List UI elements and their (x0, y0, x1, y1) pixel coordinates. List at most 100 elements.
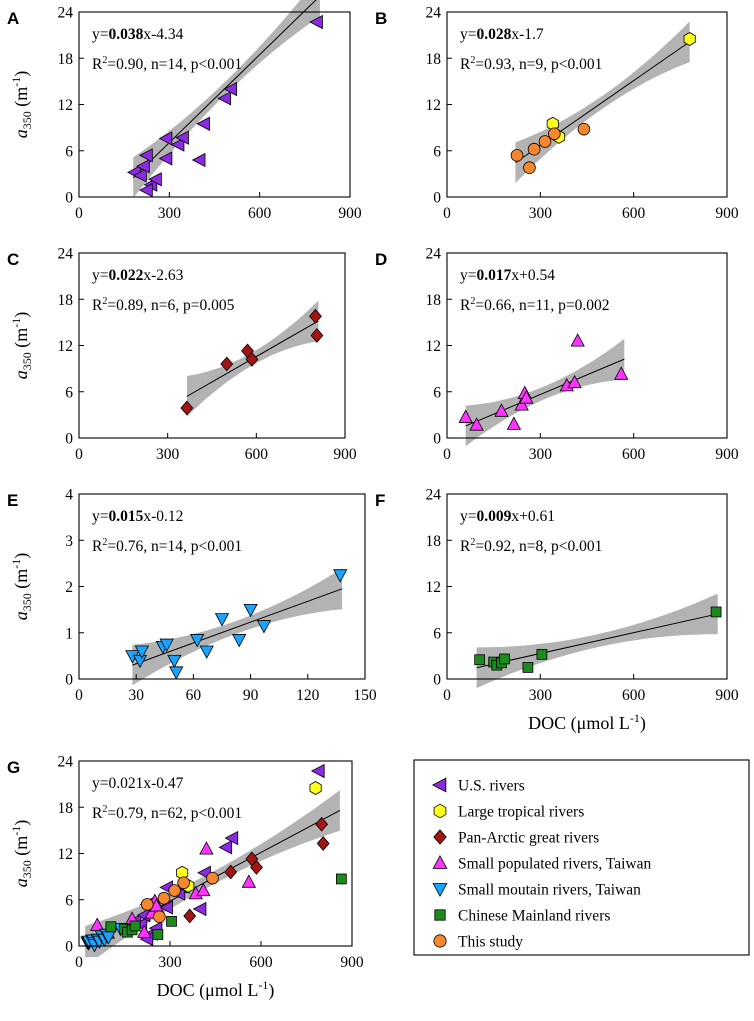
y-tick-label: 6 (433, 625, 441, 642)
y-tick-label: 0 (433, 190, 441, 207)
data-point (134, 645, 150, 659)
x-tick-label: 600 (622, 205, 646, 222)
regression-equation: y=0.022x-2.63 (92, 267, 184, 284)
data-point (309, 781, 322, 795)
panel-letter: B (375, 9, 387, 28)
data-point (180, 400, 194, 416)
y-tick-label: 4 (65, 487, 73, 504)
y-tick-label: 24 (426, 5, 442, 22)
data-point (183, 908, 197, 924)
panel-c: C 0 300 600 900 0 6 12 18 24 y=0.022x-2.63 R2=0.89,… (7, 246, 357, 464)
data-point (105, 921, 117, 933)
data-point (243, 603, 258, 618)
data-point (199, 841, 214, 855)
panel-d: D 0 300 600 900 0 6 12 18 24 y=0.017x+0.54 R2=0.66,… (375, 246, 739, 464)
legend-label: U.S. rivers (458, 778, 525, 795)
data-point (169, 666, 184, 680)
x-tick-label: 600 (248, 205, 272, 222)
x-tick-label: 30 (128, 687, 144, 704)
x-tick-label: 900 (340, 954, 364, 971)
data-point (683, 32, 696, 46)
data-point (315, 816, 329, 832)
data-point (157, 891, 171, 905)
y-tick-label: 0 (65, 190, 73, 207)
regression-equation: y=0.038x-4.34 (92, 26, 184, 43)
panel-letter: E (7, 491, 18, 510)
data-point (214, 613, 230, 627)
x-tick-label: 600 (249, 954, 273, 971)
legend-item: U.S. rivers (431, 777, 525, 795)
x-axis-label: DOC (μmol L-1) (157, 978, 275, 1001)
legend-label: Chinese Mainland rivers (458, 908, 610, 925)
data-point (218, 840, 233, 855)
data-point (177, 876, 190, 890)
x-tick-label: 900 (338, 205, 362, 222)
regression-equation: y=0.021x-0.47 (92, 775, 184, 792)
data-point (310, 328, 324, 343)
panel-letter: D (375, 250, 387, 269)
legend-frame (413, 759, 750, 956)
legend-item: This study (433, 934, 523, 951)
y-tick-label: 2 (65, 579, 73, 596)
y-axis-label: a350 (m-1) (9, 312, 34, 380)
panel-a: A 0 300 600 900 0 6 12 18 24 y=0.038x-4.34 R2=0.90,… (7, 0, 362, 222)
y-tick-label: 0 (65, 672, 73, 689)
legend-marker-triangle-down (432, 883, 448, 897)
y-tick-label: 24 (426, 487, 442, 504)
legend: U.S. rivers Large tropical rivers Pan-Arct… (413, 759, 750, 956)
y-tick-label: 18 (58, 292, 74, 309)
data-point (133, 168, 147, 183)
legend-marker-diamond (433, 829, 447, 845)
y-tick-label: 18 (426, 292, 442, 309)
data-point (196, 116, 210, 131)
data-point (310, 763, 325, 779)
panel-letter: F (375, 491, 385, 510)
data-point (192, 901, 207, 917)
y-tick-label: 6 (433, 143, 441, 160)
data-point (140, 898, 154, 911)
regression-equation: y=0.015x-0.12 (92, 508, 183, 525)
y-tick-label: 12 (426, 579, 442, 596)
y-tick-label: 12 (58, 846, 74, 863)
y-tick-label: 18 (58, 800, 74, 817)
data-point (333, 569, 348, 583)
y-tick-label: 6 (65, 892, 73, 909)
y-tick-label: 12 (58, 338, 74, 355)
data-point (170, 137, 185, 152)
data-point (191, 152, 206, 168)
legend-item: Large tropical rivers (433, 804, 584, 821)
panel-e: E 0 30 60 90 120 150 0 1 2 3 4 y=0.015x-0.12 R2=0.76,… (7, 487, 377, 705)
x-tick-label: 0 (443, 446, 451, 463)
data-point (506, 416, 522, 430)
panel-f: F 0 300 600 900 0 6 12 18 24 y=0.009x+0.61 R2=0.92,… (375, 487, 739, 735)
data-point (570, 333, 585, 347)
x-tick-label: 300 (529, 687, 553, 704)
data-point (190, 634, 205, 648)
data-point (499, 653, 510, 665)
data-point (168, 884, 181, 897)
data-point (137, 924, 152, 938)
data-point (245, 351, 259, 367)
data-point (523, 161, 536, 174)
data-point (316, 836, 330, 851)
x-tick-label: 0 (75, 954, 83, 971)
data-point (139, 182, 153, 198)
y-tick-label: 0 (433, 431, 441, 448)
data-point (710, 606, 722, 618)
x-axis-label: DOC (μmol L-1) (528, 711, 646, 734)
legend-marker-square (434, 909, 446, 921)
x-tick-label: 150 (353, 687, 377, 704)
x-tick-label: 900 (715, 446, 739, 463)
regression-stats: R2=0.79, n=62, p<0.001 (92, 804, 242, 822)
x-tick-label: 300 (156, 446, 180, 463)
data-point (217, 91, 232, 106)
y-tick-label: 12 (58, 97, 74, 114)
data-point (152, 929, 164, 940)
data-point (577, 122, 591, 136)
data-point (514, 397, 529, 411)
regression-line (476, 613, 718, 669)
x-tick-label: 900 (715, 687, 739, 704)
legend-marker-triangle-left (431, 777, 447, 793)
x-tick-label: 120 (296, 687, 320, 704)
x-tick-label: 300 (158, 954, 182, 971)
